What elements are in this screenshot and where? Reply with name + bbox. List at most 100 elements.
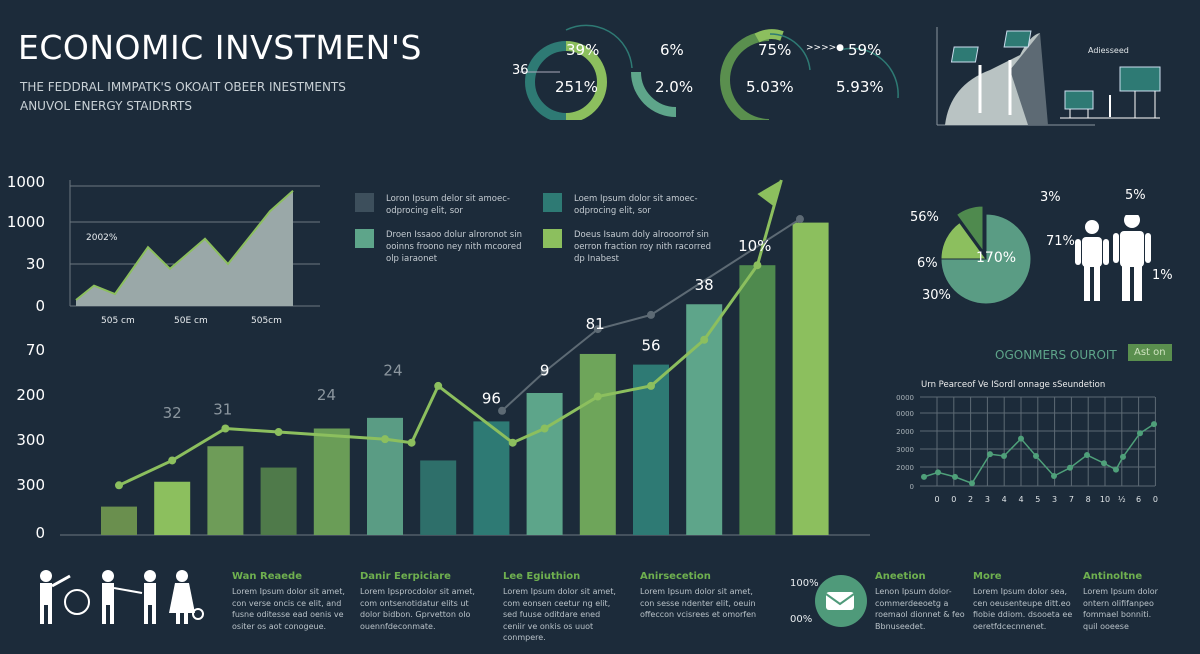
y-tick: 70 (25, 341, 45, 359)
donut-segment (565, 41, 607, 120)
data-point (221, 424, 230, 433)
svg-text:>>>>●: >>>>● (806, 43, 844, 53)
data-point (434, 381, 443, 390)
data-label: 9 (540, 361, 550, 379)
data-point (1084, 452, 1090, 459)
x-tick: 50E cm (174, 316, 208, 326)
data-point (700, 335, 709, 344)
donut-label: 36 (512, 63, 529, 78)
y-tick: 300 (16, 476, 45, 494)
people-label: 1% (1152, 268, 1173, 283)
data-point (935, 469, 941, 476)
data-label: 56 (641, 336, 660, 354)
area-fill (76, 190, 293, 306)
action-button[interactable]: Ast on (1128, 344, 1172, 361)
data-point (407, 438, 416, 447)
donut-segment (631, 71, 677, 117)
bar (313, 428, 350, 535)
data-point (1120, 453, 1126, 460)
x-tick: 4 (1018, 495, 1023, 504)
data-point (987, 451, 993, 458)
donut-label: 6% (660, 41, 684, 59)
legend-item: Droen Issaoo dolur alroronot sin ooinns … (355, 229, 525, 265)
data-point (647, 310, 655, 319)
data-point (1101, 460, 1107, 467)
subtitle: THE FEDDRAL IMMPATK'S OKOAIT OBEER INEST… (20, 80, 346, 94)
bar (101, 506, 137, 535)
pct-label: 00% (790, 614, 813, 625)
trend-line (118, 179, 783, 487)
data-point (540, 367, 549, 376)
bar-line-chart: 32 31 24 24 96 9 81 56 38 10% (60, 179, 870, 536)
bar (633, 364, 669, 535)
x-tick: 10 (1100, 495, 1110, 504)
y-tick: 3000 (896, 446, 914, 454)
subtitle: ANUVOL ENERGY STAIDRRTS (20, 99, 192, 113)
data-point (647, 381, 655, 390)
data-point (1033, 452, 1039, 459)
donut-label: 5.93% (836, 78, 884, 96)
info-column: Danir Eerpiciare Lorem Ipsprocdolor sit a… (360, 571, 475, 631)
data-point (593, 392, 602, 401)
data-point (1018, 435, 1024, 442)
donut-label: 39% (566, 41, 600, 59)
donut-segment (720, 31, 770, 120)
info-column: Antinoltne Lorem Ipsum dolor ontern olifi… (1083, 571, 1158, 631)
x-tick: 3 (1052, 495, 1057, 504)
x-tick: 7 (1069, 495, 1074, 504)
donut-label: 2.0% (655, 78, 694, 96)
x-tick: 505 cm (101, 316, 135, 326)
y-tick: 2000 (896, 464, 914, 472)
x-tick: 4 (1002, 495, 1007, 504)
donut-gauges: >>>>● (520, 24, 899, 120)
mail-icon (815, 575, 867, 627)
data-point (508, 438, 517, 447)
data-point (795, 215, 804, 224)
x-tick: ½ (1118, 495, 1126, 504)
data-point (1051, 472, 1057, 479)
small-line-chart: 0000 0000 2000 3000 2000 0 0 0 2 3 4 4 5 3 7 8 10 ½ 6 0 (896, 394, 1158, 504)
pie-center-label: 170% (976, 250, 1017, 266)
data-point (593, 325, 602, 334)
area-line (75, 190, 294, 301)
data-label: 24 (383, 361, 402, 379)
data-label: 10% (738, 237, 771, 255)
area-chart (69, 180, 320, 307)
arrow-head (757, 180, 782, 206)
info-column: Aneetion Lenon Ipsum dolor- commerdeeoetg… (875, 571, 965, 631)
data-point (274, 428, 283, 437)
data-point (540, 424, 549, 433)
data-label: 32 (163, 404, 182, 422)
data-point (952, 473, 958, 480)
data-point (1137, 430, 1143, 437)
chart-title: Urn Pearceof Ve ISordl onnage sSeundetio… (921, 380, 1106, 390)
data-point (753, 261, 762, 270)
bar (260, 467, 297, 535)
pie-label: 30% (922, 288, 951, 303)
pie-label: 3% (1040, 190, 1061, 205)
panel-title: OGONMERS OUROIT (995, 348, 1117, 362)
page-title: ECONOMIC INVSTMEN'S (18, 28, 422, 67)
donut-label: 5.03% (746, 78, 794, 96)
data-label: 31 (213, 400, 232, 418)
solar-panel-icon (936, 27, 1161, 126)
y-tick: 2000 (896, 428, 914, 436)
data-point (168, 456, 177, 465)
donut-segment (525, 41, 567, 120)
info-column: Wan Reaede Lorem Ipsum dolor sit amet, co… (232, 571, 345, 631)
info-column: More Lorem Ipsum dolor sea, cen oeusenteu… (973, 571, 1073, 631)
y-tick: 0000 (896, 410, 914, 418)
y-tick: 0 (910, 483, 914, 491)
data-point (1113, 466, 1119, 473)
pie-label: 56% (910, 210, 939, 225)
bar (526, 393, 563, 535)
data-point (115, 481, 123, 490)
legend-item: Loem Ipsum dolor sit amoec- odprocing el… (543, 193, 713, 217)
x-tick: 6 (1136, 495, 1141, 504)
pie-slice (940, 213, 1032, 305)
bar (739, 265, 776, 535)
x-tick: 0 (1153, 495, 1158, 504)
legend-swatch (543, 229, 562, 248)
y-tick: 30 (25, 255, 45, 273)
solar-label: Adiesseed (1088, 46, 1129, 55)
